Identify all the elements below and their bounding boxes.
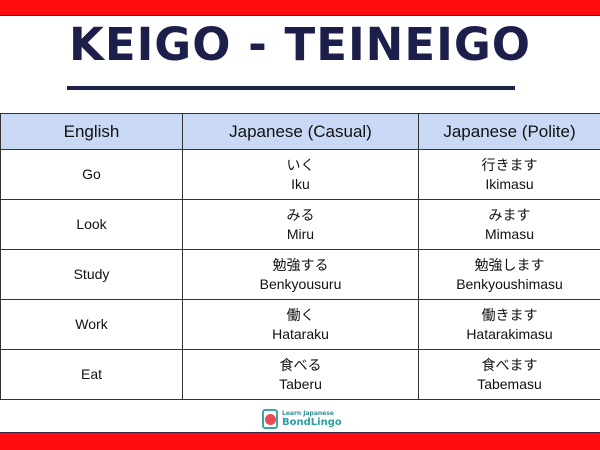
bondlingo-logo: Learn Japanese BondLingo	[262, 405, 342, 432]
polite-romaji: Hatarakimasu	[466, 325, 553, 342]
header-casual: Japanese (Casual)	[182, 113, 419, 150]
keigo-table: English Japanese (Casual) Japanese (Poli…	[0, 113, 600, 400]
table-row: Eat 食べる Taberu 食べます Tabemasu	[0, 349, 600, 400]
casual-romaji: Miru	[286, 225, 315, 242]
polite-cell: 勉強します Benkyoushimasu	[418, 249, 600, 300]
casual-romaji: Iku	[291, 175, 310, 192]
polite-cell: 食べます Tabemasu	[418, 349, 600, 400]
title-underline	[67, 86, 515, 90]
page-title: KEIGO - TEINEIGO	[68, 18, 532, 71]
polite-romaji: Mimasu	[484, 225, 534, 242]
bottom-banner	[0, 432, 600, 450]
english-cell: Eat	[0, 349, 183, 400]
casual-japanese: みる	[286, 206, 315, 223]
english-cell: Study	[0, 249, 183, 300]
english-word: Look	[76, 216, 107, 232]
header-polite: Japanese (Polite)	[418, 113, 600, 150]
polite-japanese: みます	[488, 206, 531, 223]
polite-japanese: 食べます	[481, 356, 538, 373]
casual-romaji: Hataraku	[272, 325, 329, 342]
polite-japanese: 行きます	[481, 156, 538, 173]
english-word: Study	[73, 266, 110, 282]
table-row: Work 働く Hataraku 働きます Hatarakimasu	[0, 299, 600, 350]
casual-japanese: いく	[286, 156, 315, 173]
polite-romaji: Ikimasu	[485, 175, 534, 192]
casual-cell: 働く Hataraku	[182, 299, 419, 350]
casual-romaji: Benkyousuru	[259, 275, 342, 292]
polite-japanese: 働きます	[481, 306, 538, 323]
english-cell: Look	[0, 199, 183, 250]
polite-japanese: 勉強します	[474, 256, 545, 273]
casual-cell: いく Iku	[182, 149, 419, 200]
casual-cell: みる Miru	[182, 199, 419, 250]
table-row: Look みる Miru みます Mimasu	[0, 199, 600, 250]
english-word: Work	[75, 316, 108, 332]
polite-romaji: Tabemasu	[477, 375, 542, 392]
english-cell: Go	[0, 149, 183, 200]
polite-cell: みます Mimasu	[418, 199, 600, 250]
casual-japanese: 働く	[286, 306, 315, 323]
polite-cell: 働きます Hatarakimasu	[418, 299, 600, 350]
top-banner	[0, 0, 600, 16]
table-row: Go いく Iku 行きます Ikimasu	[0, 149, 600, 200]
casual-cell: 食べる Taberu	[182, 349, 419, 400]
apple-chat-icon	[262, 408, 278, 429]
english-word: Eat	[80, 366, 102, 382]
casual-japanese: 勉強する	[272, 256, 329, 273]
polite-cell: 行きます Ikimasu	[418, 149, 600, 200]
polite-romaji: Benkyoushimasu	[456, 275, 563, 292]
casual-japanese: 食べる	[279, 356, 322, 373]
header-english: English	[0, 113, 183, 150]
english-word: Go	[82, 166, 101, 182]
casual-cell: 勉強する Benkyousuru	[182, 249, 419, 300]
table-row: Study 勉強する Benkyousuru 勉強します Benkyoushimas…	[0, 249, 600, 300]
english-cell: Work	[0, 299, 183, 350]
casual-romaji: Taberu	[279, 375, 322, 392]
header-row: English Japanese (Casual) Japanese (Poli…	[0, 113, 600, 150]
